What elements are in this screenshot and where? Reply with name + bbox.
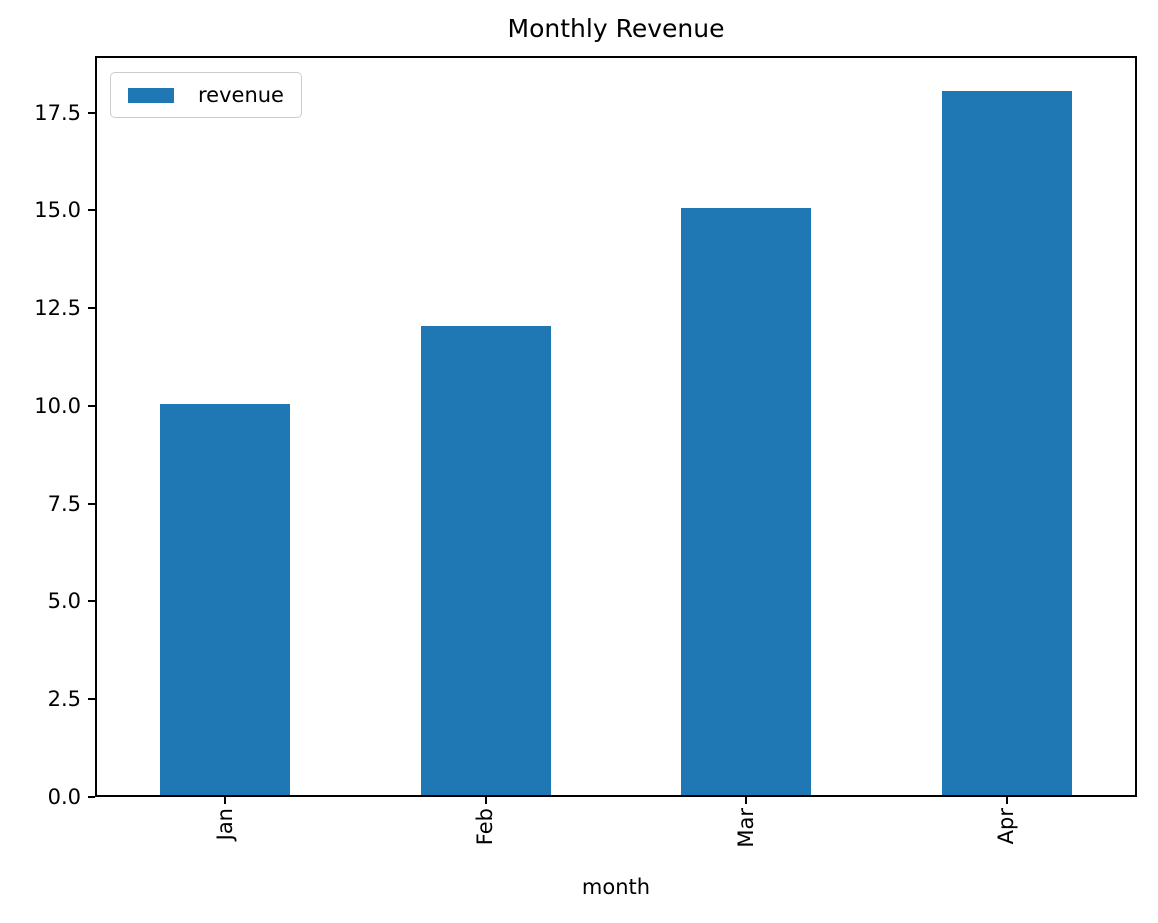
y-tick (88, 796, 95, 798)
y-tick (88, 209, 95, 212)
y-tick (88, 698, 95, 701)
x-tick-label: Jan (212, 808, 237, 841)
x-tick-label: Mar (733, 808, 758, 848)
y-tick-label: 2.5 (47, 687, 81, 712)
bar-apr (941, 91, 1072, 795)
legend-label-revenue: revenue (198, 82, 284, 107)
x-tick (224, 797, 227, 804)
x-tick (484, 797, 487, 804)
y-tick-label: 12.5 (34, 296, 81, 321)
y-tick-label: 7.5 (47, 491, 81, 516)
plot-area (95, 56, 1137, 797)
x-tick-label: Apr (994, 808, 1019, 845)
x-tick (1005, 797, 1008, 804)
legend: revenue (110, 72, 302, 118)
y-tick-label: 17.5 (34, 100, 81, 125)
y-tick-label: 15.0 (34, 198, 81, 223)
legend-swatch-revenue (128, 87, 174, 103)
bar-feb (420, 326, 551, 795)
x-axis-label: month (581, 875, 651, 899)
x-tick-label: Feb (473, 808, 498, 846)
y-tick (88, 307, 95, 310)
bar-mar (681, 208, 812, 795)
y-tick (88, 502, 95, 505)
y-tick-label: 5.0 (47, 589, 81, 614)
x-tick (745, 797, 748, 804)
y-tick-label: 0.0 (47, 785, 81, 809)
y-tick (88, 404, 95, 407)
bar-jan (160, 404, 291, 795)
y-tick (88, 111, 95, 114)
y-tick (88, 600, 95, 603)
chart-title: Monthly Revenue (507, 14, 725, 43)
y-tick-label: 10.0 (34, 393, 81, 418)
